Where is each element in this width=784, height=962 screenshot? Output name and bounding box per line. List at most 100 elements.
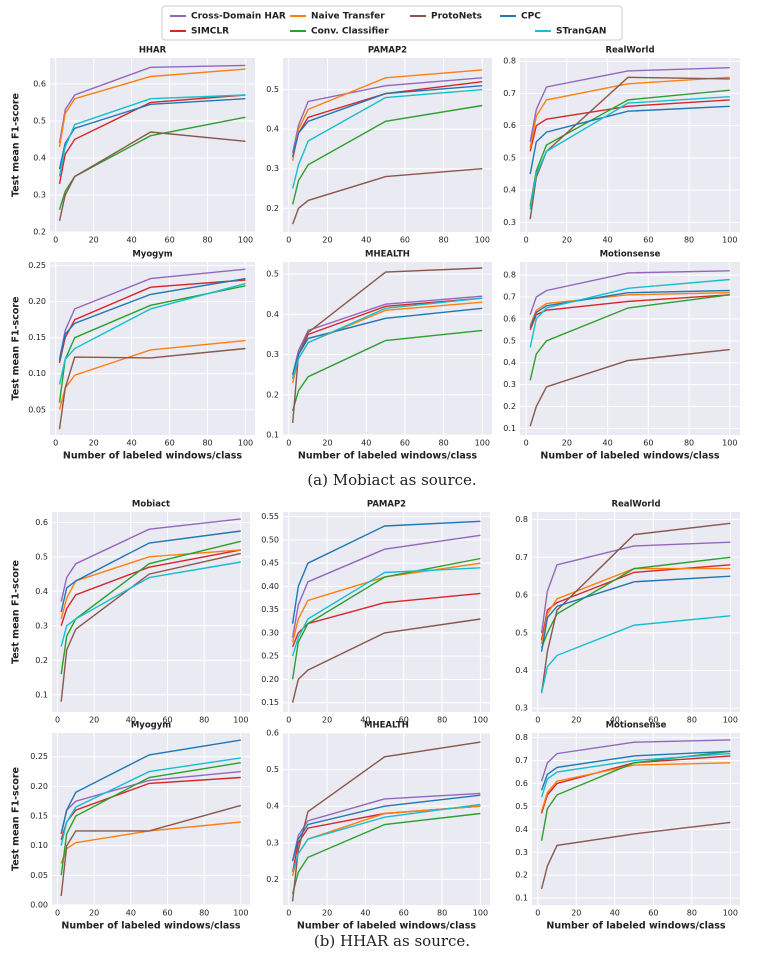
x-tick-label: 80	[202, 236, 212, 245]
series-line	[58, 347, 246, 430]
series-line	[291, 618, 481, 703]
y-tick-label: 0.20	[28, 297, 46, 306]
series-line	[60, 549, 241, 627]
y-tick-label: 0.7	[515, 756, 528, 765]
y-tick-label: 0.6	[35, 518, 48, 527]
x-tick-label: 100	[473, 909, 488, 918]
series-line	[292, 85, 483, 158]
caption: (b) HHAR as source.	[314, 932, 470, 950]
x-tick-label: 40	[127, 236, 137, 245]
x-tick-label: 100	[238, 439, 253, 448]
y-tick-label: 0.3	[503, 218, 516, 227]
y-tick-label: 0.4	[515, 825, 528, 834]
x-tick-label: 20	[89, 716, 99, 725]
plot-area	[52, 733, 250, 905]
series-line	[292, 88, 483, 189]
x-tick-label: 80	[687, 716, 697, 725]
y-tick-label: 0.25	[261, 652, 279, 661]
chart-title: MHEALTH	[365, 250, 410, 260]
x-tick-label: 60	[648, 909, 658, 918]
y-tick-label: 0.1	[515, 894, 528, 903]
x-tick-label: 60	[164, 439, 174, 448]
series-line	[292, 104, 483, 205]
y-tick-label: 0.2	[33, 228, 46, 237]
x-tick-label: 40	[361, 439, 371, 448]
x-tick-label: 40	[610, 716, 620, 725]
plot-area	[283, 58, 492, 232]
x-tick-label: 40	[602, 236, 612, 245]
y-tick-label: 0.6	[503, 314, 516, 323]
x-tick-label: 40	[602, 439, 612, 448]
y-tick-label: 0.5	[266, 85, 279, 94]
y-tick-label: 0.6	[515, 779, 528, 788]
legend-label: CPC	[521, 12, 541, 22]
y-tick-label: 0.35	[261, 605, 279, 614]
x-tick-label: 20	[571, 716, 581, 725]
chart-title: PAMAP2	[367, 500, 406, 510]
y-tick-label: 0.10	[30, 841, 48, 850]
series-line	[58, 277, 246, 361]
y-tick-label: 0.55	[261, 512, 279, 521]
series-line	[58, 98, 246, 170]
y-tick-label: 0.15	[261, 698, 279, 707]
series-line	[291, 803, 481, 873]
x-tick-label: 0	[286, 439, 291, 448]
y-tick-label: 0.6	[266, 729, 279, 738]
series-line	[60, 739, 241, 834]
series-line	[291, 794, 481, 862]
series-line	[58, 285, 246, 403]
x-tick-label: 100	[233, 909, 248, 918]
x-tick-label: 0	[53, 236, 58, 245]
legend-label: SIMCLR	[191, 27, 229, 37]
x-tick-label: 20	[89, 236, 99, 245]
y-axis-label: Test mean F1-score	[11, 767, 22, 871]
series-line	[292, 329, 483, 412]
series-line	[58, 282, 246, 385]
series-line	[291, 741, 481, 902]
caption: (a) Mobiact as source.	[307, 471, 476, 489]
y-tick-label: 0.4	[515, 666, 528, 675]
series-line	[529, 99, 730, 152]
series-line	[58, 94, 246, 185]
x-tick-label: 0	[524, 236, 529, 245]
y-tick-label: 0.2	[266, 875, 279, 884]
series-line	[58, 68, 246, 148]
y-tick-label: 0.4	[503, 186, 516, 195]
series-line	[58, 131, 246, 222]
y-tick-label: 0.20	[261, 675, 279, 684]
legend-label: Cross-Domain HAR	[191, 12, 286, 22]
y-axis-label: Test mean F1-score	[11, 560, 22, 664]
x-tick-label: 80	[439, 439, 449, 448]
y-tick-label: 0.5	[503, 153, 516, 162]
series-line	[60, 821, 241, 864]
series-line	[292, 307, 483, 375]
x-tick-label: 0	[55, 909, 60, 918]
y-tick-label: 0.1	[35, 690, 48, 699]
plot-area	[283, 262, 492, 435]
x-tick-label: 80	[439, 236, 449, 245]
x-tick-label: 0	[524, 439, 529, 448]
x-tick-label: 0	[53, 439, 58, 448]
y-tick-label: 0.3	[503, 380, 516, 389]
y-tick-label: 0.6	[503, 121, 516, 130]
x-axis-label: Number of labeled windows/class	[546, 921, 726, 932]
series-line	[291, 567, 481, 657]
x-tick-label: 40	[126, 716, 136, 725]
x-axis-label: Number of labeled windows/class	[61, 921, 241, 932]
series-line	[529, 96, 730, 210]
series-line	[291, 534, 481, 638]
y-tick-label: 0.8	[503, 57, 516, 66]
y-tick-label: 0.45	[261, 559, 279, 568]
x-tick-label: 0	[286, 236, 291, 245]
series-line	[292, 267, 483, 423]
series-line	[540, 615, 731, 694]
series-line	[540, 739, 731, 782]
y-tick-label: 0.2	[266, 390, 279, 399]
y-tick-label: 0.8	[515, 733, 528, 742]
y-tick-label: 0.10	[28, 369, 46, 378]
x-tick-label: 40	[127, 439, 137, 448]
y-tick-label: 0.8	[503, 271, 516, 280]
x-tick-label: 80	[687, 909, 697, 918]
